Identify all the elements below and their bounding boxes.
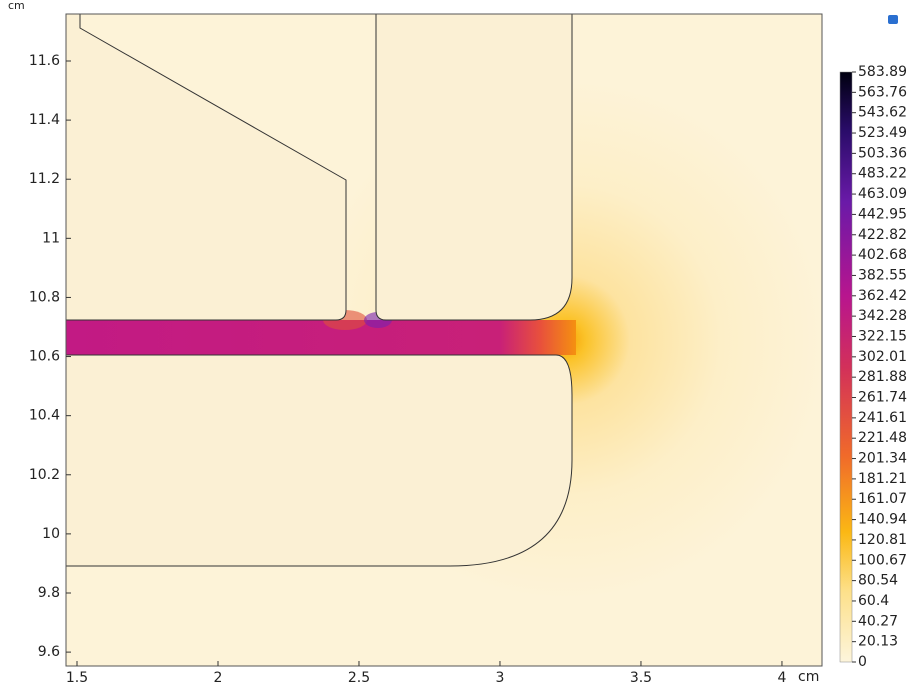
colorbar-label: 402.68 — [858, 247, 907, 263]
colorbar-label: 302.01 — [858, 349, 907, 365]
colorbar-label: 221.48 — [858, 430, 907, 446]
y-tick-label: 10.6 — [29, 349, 60, 365]
x-tick-label: 4 — [777, 670, 786, 686]
colorbar-label: 503.36 — [858, 145, 907, 161]
colorbar-label: 181.21 — [858, 471, 907, 487]
y-tick-label: 11 — [42, 230, 60, 246]
x-tick-label: 1.5 — [66, 670, 88, 686]
toolbar-icon[interactable] — [888, 15, 898, 24]
colorbar-label: 80.54 — [858, 573, 898, 589]
colorbar-label: 463.09 — [858, 186, 907, 202]
y-tick-label: 10 — [42, 526, 60, 542]
field-channel — [66, 320, 576, 355]
colorbar — [839, 71, 853, 663]
colorbar-label: 281.88 — [858, 369, 907, 385]
x-tick-label: 3 — [496, 670, 505, 686]
colorbar-label: 261.74 — [858, 390, 907, 406]
colorbar-label: 543.62 — [858, 105, 907, 121]
colorbar-label: 342.28 — [858, 308, 907, 324]
y-unit: cm — [8, 0, 25, 12]
upper-right-electrode — [375, 14, 573, 321]
upper-left-electrode — [66, 14, 347, 321]
colorbar-label: 161.07 — [858, 491, 907, 507]
colorbar-label: 120.81 — [858, 532, 907, 548]
colorbar-label: 100.67 — [858, 552, 907, 568]
x-tick-label: 2.5 — [348, 670, 370, 686]
colorbar-label: 362.42 — [858, 288, 907, 304]
x-tick-label: 3.5 — [630, 670, 652, 686]
colorbar-label: 201.34 — [858, 451, 907, 467]
colorbar-label: 483.22 — [858, 166, 907, 182]
y-tick-label: 11.4 — [29, 112, 60, 128]
colorbar-label: 40.27 — [858, 613, 898, 629]
y-tick-label: 10.4 — [29, 408, 60, 424]
x-tick-label: 2 — [214, 670, 223, 686]
y-tick-label: 11.6 — [29, 53, 60, 69]
colorbar-label: 442.95 — [858, 206, 907, 222]
colorbar-label: 20.13 — [858, 634, 898, 650]
colorbar-label: 422.82 — [858, 227, 907, 243]
colorbar-label: 241.61 — [858, 410, 907, 426]
x-unit: cm — [798, 669, 819, 685]
colorbar-label: 140.94 — [858, 512, 907, 528]
y-tick-label: 9.8 — [38, 585, 60, 601]
colorbar-label: 523.49 — [858, 125, 907, 141]
y-tick-label: 9.6 — [38, 644, 60, 660]
colorbar-label: 0 — [858, 654, 867, 670]
colorbar-label: 60.4 — [858, 593, 889, 609]
plot-frame — [65, 13, 823, 667]
colorbar-label: 322.15 — [858, 328, 907, 344]
y-tick-label: 10.2 — [29, 467, 60, 483]
lower-electrode — [66, 354, 573, 567]
colorbar-label: 382.55 — [858, 267, 907, 283]
y-tick-label: 10.8 — [29, 289, 60, 305]
y-tick-label: 11.2 — [29, 171, 60, 187]
colorbar-label: 563.76 — [858, 84, 907, 100]
colorbar-label: 583.89 — [858, 64, 907, 80]
